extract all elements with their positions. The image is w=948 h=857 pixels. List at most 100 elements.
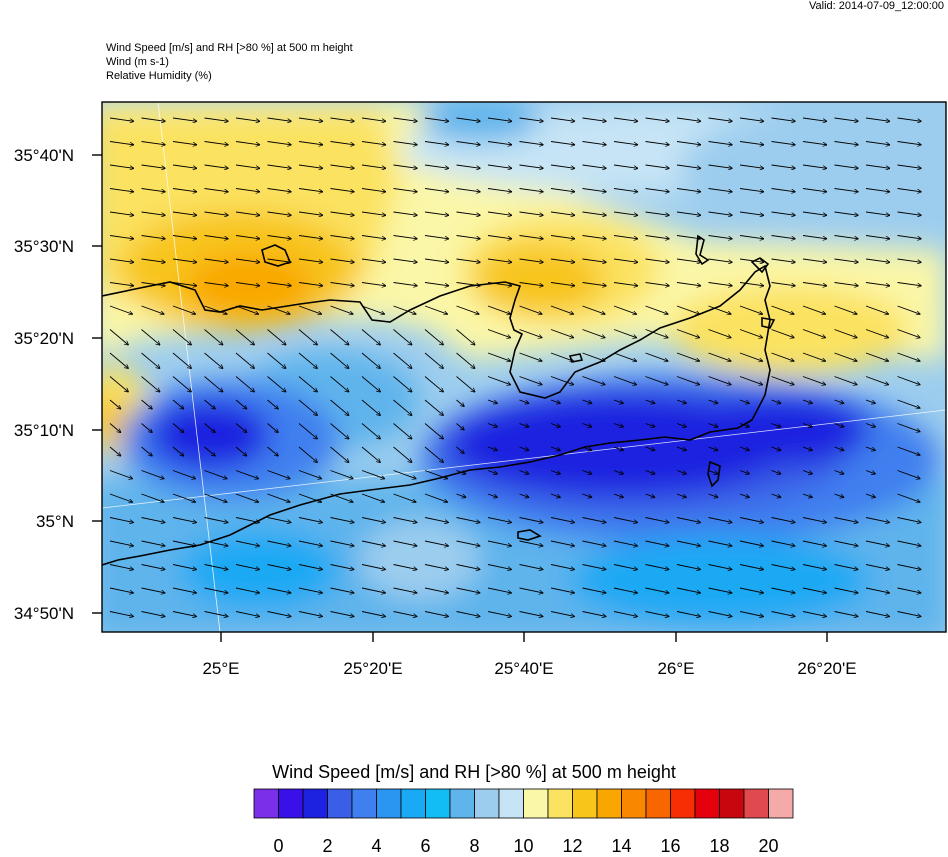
wind-arrow <box>550 235 575 239</box>
wind-arrow <box>109 141 134 145</box>
wind-arrow <box>708 493 718 497</box>
wind-arrow <box>897 376 921 385</box>
wind-arrow <box>204 164 229 168</box>
wind-arrow <box>298 117 323 121</box>
wind-arrow <box>676 164 701 168</box>
wind-arrow <box>645 611 669 617</box>
valid-time: Valid: 2014-07-09_12:00:00 <box>809 0 944 12</box>
wind-arrow <box>487 235 512 239</box>
wind-arrow <box>676 141 701 145</box>
colorbar-swatch <box>719 788 745 819</box>
wind-arrow <box>109 164 134 168</box>
colorbar-tick-label: 14 <box>611 836 632 856</box>
wind-arrow <box>802 329 826 338</box>
wind-arrow <box>645 564 669 570</box>
wind-arrow <box>172 423 184 433</box>
colorbar-tick-label: 12 <box>562 836 583 856</box>
wind-arrow <box>676 376 700 385</box>
colorbar-swatch <box>523 788 549 819</box>
wind-arrow <box>550 188 575 192</box>
wind-arrow <box>393 141 418 145</box>
wind-arrow <box>802 141 827 145</box>
wind-arrow <box>519 305 543 314</box>
wind-arrow <box>330 493 354 502</box>
wind-arrow <box>645 352 669 361</box>
wind-arrow <box>613 540 637 546</box>
wind-arrow <box>235 376 254 392</box>
wind-arrow <box>393 352 412 368</box>
wind-arrow <box>330 235 355 239</box>
wind-arrow <box>676 423 686 427</box>
wind-arrow <box>739 564 763 570</box>
wind-arrow <box>204 493 228 502</box>
wind-arrow <box>330 141 355 145</box>
wind-arrow <box>141 141 166 145</box>
wind-arrow <box>361 235 386 239</box>
wind-arrow <box>204 564 228 570</box>
wind-arrow <box>582 564 606 570</box>
wind-arrow <box>676 305 700 314</box>
wind-arrow <box>235 493 259 502</box>
wind-speed-field <box>102 102 946 632</box>
wind-arrow <box>361 611 385 617</box>
wind-arrow <box>393 517 417 523</box>
wind-arrow <box>582 376 606 385</box>
wind-arrow <box>676 587 700 593</box>
wind-arrow <box>424 587 448 593</box>
wind-arrow <box>676 211 701 215</box>
wind-arrow <box>235 470 259 479</box>
wind-arrow <box>298 399 317 415</box>
wind-arrow <box>456 470 466 474</box>
colorbar-swatch <box>670 788 696 819</box>
wind-arrow <box>109 399 121 409</box>
wind-arrow <box>298 258 323 262</box>
wind-arrow <box>519 258 544 262</box>
wind-arrow <box>834 399 844 403</box>
wind-arrow <box>519 188 544 192</box>
wind-arrow <box>424 352 443 368</box>
wind-arrow <box>424 540 448 546</box>
wind-arrow <box>613 305 637 314</box>
wind-arrow <box>645 188 670 192</box>
colorbar-swatch <box>400 788 426 819</box>
wind-arrow <box>267 141 292 145</box>
wind-arrow <box>204 376 223 392</box>
wind-arrow <box>834 446 844 450</box>
wind-arrow <box>865 235 890 239</box>
wind-arrow <box>582 211 607 215</box>
wind-arrow <box>645 211 670 215</box>
wind-arrow <box>330 305 354 314</box>
wind-arrow <box>897 282 922 286</box>
wind-arrow <box>708 611 732 617</box>
wind-arrow <box>204 305 228 314</box>
wind-arrow <box>456 517 480 523</box>
wind-arrow <box>771 376 795 385</box>
colorbar-tick-label: 10 <box>513 836 534 856</box>
wind-arrow <box>109 305 133 314</box>
wind-arrow <box>582 540 606 546</box>
wind-arrow <box>235 399 247 409</box>
wind-arrow <box>645 446 655 450</box>
wind-arrow <box>172 305 196 314</box>
wind-arrow <box>487 611 511 617</box>
wind-arrow <box>771 329 795 338</box>
wind-arrow <box>109 352 128 368</box>
wind-arrow <box>267 493 291 502</box>
wind-arrow <box>708 117 733 121</box>
colorbar-tick-label: 6 <box>420 836 431 856</box>
wind-arrow <box>708 329 732 338</box>
wind-arrow <box>739 188 764 192</box>
wind-arrow <box>298 235 323 239</box>
wind-arrow <box>708 305 732 314</box>
wind-arrow <box>141 399 153 409</box>
wind-arrow <box>267 352 286 368</box>
wind-arrow <box>645 517 669 523</box>
wind-arrow <box>172 258 197 262</box>
wind-arrow <box>361 258 386 262</box>
wind-arrow <box>109 470 133 479</box>
wind-arrow <box>172 329 191 345</box>
wind-arrow <box>109 540 133 546</box>
wind-arrow <box>865 446 875 450</box>
wind-arrow <box>141 564 165 570</box>
wind-arrow <box>456 423 465 430</box>
